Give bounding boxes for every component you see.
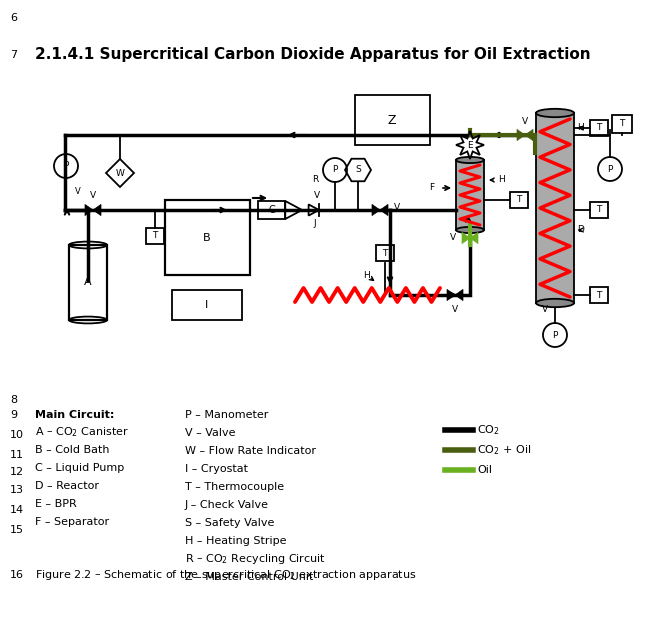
Polygon shape <box>93 204 101 215</box>
Text: V: V <box>394 204 400 212</box>
Text: P: P <box>607 165 613 173</box>
Text: 12: 12 <box>10 467 24 477</box>
Text: T: T <box>596 290 601 300</box>
Text: 13: 13 <box>10 485 24 495</box>
Bar <box>376 245 394 261</box>
Text: T: T <box>517 196 522 204</box>
Text: V: V <box>90 191 96 201</box>
Text: T: T <box>382 248 388 258</box>
Text: T: T <box>152 232 157 241</box>
Polygon shape <box>372 204 380 215</box>
Text: S – Safety Valve: S – Safety Valve <box>185 518 274 528</box>
Text: V: V <box>522 116 528 126</box>
Text: P: P <box>552 331 558 339</box>
Text: CO$_2$: CO$_2$ <box>477 423 500 437</box>
Bar <box>165 200 250 275</box>
Text: I: I <box>206 300 208 310</box>
Bar <box>510 192 528 208</box>
Text: E: E <box>467 141 473 150</box>
Text: W – Flow Rate Indicator: W – Flow Rate Indicator <box>185 446 316 456</box>
Bar <box>590 202 608 218</box>
Polygon shape <box>455 290 463 301</box>
Text: V: V <box>314 191 320 201</box>
Text: 6: 6 <box>10 13 17 23</box>
Text: Z: Z <box>388 113 396 126</box>
Ellipse shape <box>536 299 574 307</box>
Text: 14: 14 <box>10 505 24 515</box>
Text: 2.1.4.1 Supercritical Carbon Dioxide Apparatus for Oil Extraction: 2.1.4.1 Supercritical Carbon Dioxide App… <box>35 48 590 63</box>
Text: H: H <box>364 271 370 280</box>
Text: V: V <box>75 188 81 196</box>
Text: E – BPR: E – BPR <box>35 499 77 509</box>
Bar <box>536 113 574 303</box>
Text: 15: 15 <box>10 525 24 535</box>
Text: Main Circuit:: Main Circuit: <box>35 410 114 420</box>
Text: T: T <box>596 124 601 132</box>
Ellipse shape <box>456 227 484 233</box>
Text: R – CO$_2$ Recycling Circuit: R – CO$_2$ Recycling Circuit <box>185 552 326 566</box>
Text: C – Liquid Pump: C – Liquid Pump <box>35 463 124 473</box>
Text: T: T <box>619 119 625 129</box>
Bar <box>258 201 285 219</box>
Text: CO$_2$ + Oil: CO$_2$ + Oil <box>477 443 531 457</box>
Text: B: B <box>203 233 211 243</box>
Text: W: W <box>116 168 125 178</box>
Text: J – Check Valve: J – Check Valve <box>185 500 269 510</box>
Text: P: P <box>332 165 338 175</box>
Text: I – Cryostat: I – Cryostat <box>185 464 248 474</box>
Polygon shape <box>525 129 533 141</box>
Text: V: V <box>450 233 456 243</box>
Text: 10: 10 <box>10 430 24 440</box>
Text: A – CO$_2$ Canister: A – CO$_2$ Canister <box>35 425 129 439</box>
Text: F: F <box>430 183 434 193</box>
Polygon shape <box>517 129 525 141</box>
Bar <box>456 160 484 230</box>
Text: 11: 11 <box>10 450 24 460</box>
Text: 7: 7 <box>10 50 17 60</box>
Text: T: T <box>596 206 601 215</box>
Text: V: V <box>542 305 548 313</box>
Text: R: R <box>312 176 318 184</box>
Bar <box>612 115 632 133</box>
Text: J: J <box>313 220 316 228</box>
Polygon shape <box>462 232 470 244</box>
Text: 8: 8 <box>10 395 17 405</box>
Text: A: A <box>84 277 92 287</box>
Text: S: S <box>355 165 361 175</box>
Ellipse shape <box>536 109 574 117</box>
Text: Oil: Oil <box>477 465 492 475</box>
Text: Figure 2.2 – Schematic of the supercritical CO$_2$ extraction apparatus: Figure 2.2 – Schematic of the supercriti… <box>35 568 417 582</box>
Bar <box>69 245 107 320</box>
Text: 16: 16 <box>10 570 24 580</box>
Bar <box>590 120 608 136</box>
Bar <box>590 287 608 303</box>
Text: H: H <box>498 176 505 184</box>
Text: H: H <box>577 124 584 132</box>
Text: V: V <box>452 305 458 313</box>
Text: V – Valve: V – Valve <box>185 428 236 438</box>
Polygon shape <box>470 232 478 244</box>
Text: F – Separator: F – Separator <box>35 517 109 527</box>
Text: P – Manometer: P – Manometer <box>185 410 268 420</box>
Polygon shape <box>447 290 455 301</box>
Text: Z – Master Control Unit: Z – Master Control Unit <box>185 572 313 582</box>
Text: C: C <box>268 205 276 215</box>
Text: B – Cold Bath: B – Cold Bath <box>35 445 110 455</box>
Text: H – Heating Stripe: H – Heating Stripe <box>185 536 287 546</box>
Bar <box>172 290 242 320</box>
Bar <box>355 95 430 145</box>
Bar <box>146 228 164 244</box>
Text: P: P <box>63 162 69 170</box>
Text: 9: 9 <box>10 410 17 420</box>
Text: T – Thermocouple: T – Thermocouple <box>185 482 284 492</box>
Polygon shape <box>380 204 388 215</box>
Polygon shape <box>85 204 93 215</box>
Text: D: D <box>577 225 584 235</box>
Text: D – Reactor: D – Reactor <box>35 481 99 491</box>
Ellipse shape <box>456 157 484 163</box>
